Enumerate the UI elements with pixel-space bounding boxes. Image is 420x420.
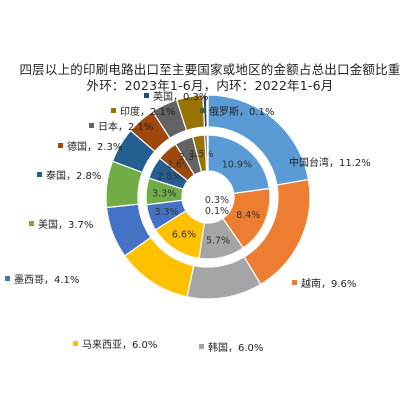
legend-label-1: 越南，9.6% xyxy=(301,277,356,290)
legend-label-11: 俄罗斯，0.1% xyxy=(209,105,274,118)
legend-label-2: 韩国，6.0% xyxy=(208,341,263,354)
inner-ring-slice-11 xyxy=(206,134,209,172)
inner-ring-label-7: 2.6% xyxy=(167,160,191,171)
legend-marker-4 xyxy=(5,276,10,281)
legend-label-5: 美国，3.7% xyxy=(38,218,93,231)
inner-ring-label-4: 3.3% xyxy=(154,207,178,218)
legend-marker-2 xyxy=(199,344,204,349)
legend-entry-3: 马来西亚，6.0% xyxy=(73,339,157,351)
inner-ring-slice-0 xyxy=(207,134,271,195)
inner-ring-label-9: 1.5% xyxy=(189,149,213,160)
legend-label-7: 德国，2.3% xyxy=(67,140,122,153)
inner-ring-label-5: 3.3% xyxy=(152,188,176,199)
inner-ring-label-2: 5.7% xyxy=(206,235,230,246)
inner-ring-label-8: 2.3% xyxy=(179,152,203,163)
legend-entry-11: 俄罗斯，0.1% xyxy=(200,105,274,118)
legend-entry-7: 德国，2.3% xyxy=(58,140,122,153)
legend-marker-9 xyxy=(111,108,116,113)
legend-label-9: 印度，2.1% xyxy=(120,105,175,118)
legend-marker-10 xyxy=(144,93,149,98)
inner-ring-label-6: 2.8% xyxy=(157,172,181,183)
legend-entry-4: 墨西哥，4.1% xyxy=(5,274,79,286)
legend-marker-3 xyxy=(73,341,78,346)
legend-entry-2: 韩国，6.0% xyxy=(199,341,263,354)
legend-entry-9: 印度，2.1% xyxy=(111,105,175,118)
inner-ring-label-3: 6.6% xyxy=(172,229,196,240)
legend-entry-6: 泰国，2.8% xyxy=(37,169,101,182)
legend-label-6: 泰国，2.8% xyxy=(46,169,101,182)
inner-ring-label-0: 10.9% xyxy=(222,159,252,170)
legend-marker-11 xyxy=(200,108,205,113)
legend-entry-1: 越南，9.6% xyxy=(292,277,356,290)
legend-label-0: 中国台湾，11.2% xyxy=(289,156,371,169)
outer-ring-slice-11 xyxy=(206,94,209,128)
legend-entry-5: 美国，3.7% xyxy=(29,218,93,231)
legend-label-3: 马来西亚，6.0% xyxy=(82,339,157,351)
chart-title: 四层以上的印刷电路出口至主要国家或地区的金额占总出口金额比重 外环：2023年1… xyxy=(0,62,420,94)
legend-marker-5 xyxy=(29,221,34,226)
legend-label-8: 日本，2.1% xyxy=(98,120,153,133)
inner-ring-label-11: 0.1% xyxy=(205,206,229,217)
title-line-2: 外环：2023年1-6月，内环：2022年1-6月 xyxy=(86,78,334,93)
legend-marker-0 xyxy=(280,159,285,164)
legend-entry-8: 日本，2.1% xyxy=(89,120,153,133)
inner-ring-label-10: 0.3% xyxy=(205,195,229,206)
legend-entry-0: 中国台湾，11.2% xyxy=(280,156,371,169)
legend-marker-7 xyxy=(58,143,63,148)
legend-label-10: 英国，0.3% xyxy=(153,90,208,103)
inner-ring-label-1: 8.4% xyxy=(236,210,260,221)
legend-marker-8 xyxy=(89,123,94,128)
title-line-1: 四层以上的印刷电路出口至主要国家或地区的金额占总出口金额比重 xyxy=(19,62,401,77)
legend-label-4: 墨西哥，4.1% xyxy=(14,274,79,286)
legend-entry-10: 英国，0.3% xyxy=(144,90,208,103)
legend-marker-1 xyxy=(292,280,297,285)
legend-marker-6 xyxy=(37,172,42,177)
